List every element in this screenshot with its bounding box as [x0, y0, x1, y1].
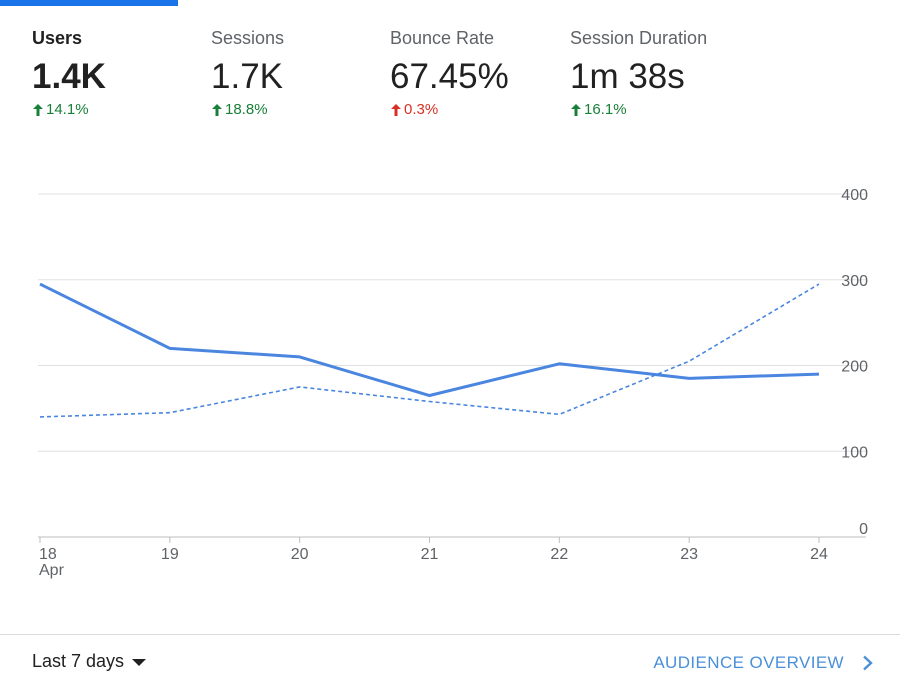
metric-label: Bounce Rate: [390, 28, 509, 49]
y-tick-label: 0: [859, 521, 868, 538]
metrics-row: Users 1.4K 14.1% Sessions 1.7K 18.8% Bou…: [0, 28, 900, 138]
metric-label: Session Duration: [570, 28, 707, 49]
metric-change-value: 16.1%: [584, 101, 627, 118]
chart-svg: 400 300 200 100 0 18 19 20 21 22 23 24 Apr: [0, 180, 900, 600]
x-tick-label: 20: [291, 546, 309, 563]
active-tab-indicator: [0, 0, 178, 6]
arrow-icon: [211, 103, 223, 117]
metric-change-value: 14.1%: [46, 101, 89, 118]
y-tick-label: 300: [841, 273, 868, 290]
y-tick-label: 400: [841, 187, 868, 204]
caret-down-icon: [132, 659, 146, 666]
metric-label: Users: [32, 28, 106, 49]
metric-value: 1.7K: [211, 57, 284, 97]
metric-value: 1m 38s: [570, 57, 707, 97]
series-line-current: [40, 284, 819, 395]
line-chart: 400 300 200 100 0 18 19 20 21 22 23 24 Apr: [0, 180, 900, 600]
x-tick-sublabel: Apr: [39, 562, 65, 579]
metric-change-value: 18.8%: [225, 101, 268, 118]
date-range-dropdown[interactable]: Last 7 days: [32, 651, 146, 672]
y-tick-label: 200: [841, 359, 868, 376]
metric-change: 16.1%: [570, 101, 707, 118]
date-range-label: Last 7 days: [32, 651, 124, 672]
arrow-icon: [390, 103, 402, 117]
metric-value: 67.45%: [390, 57, 509, 97]
metric-value: 1.4K: [32, 57, 106, 97]
x-tick-label: 19: [161, 546, 179, 563]
metric-bounce-rate[interactable]: Bounce Rate 67.45% 0.3%: [390, 28, 509, 118]
audience-overview-label: AUDIENCE OVERVIEW: [653, 653, 844, 673]
chevron-right-icon: [862, 655, 874, 671]
x-tick-label: 22: [550, 546, 568, 563]
metric-label: Sessions: [211, 28, 284, 49]
x-tick-label: 21: [421, 546, 439, 563]
metric-change: 14.1%: [32, 101, 106, 118]
metric-sessions[interactable]: Sessions 1.7K 18.8%: [211, 28, 284, 118]
x-tick-label: 23: [680, 546, 698, 563]
x-tick-label: 18: [39, 546, 57, 563]
metric-change-value: 0.3%: [404, 101, 438, 118]
series-line-previous: [40, 284, 819, 417]
arrow-icon: [32, 103, 44, 117]
card-footer: Last 7 days AUDIENCE OVERVIEW: [0, 634, 900, 690]
x-tick-label: 24: [810, 546, 828, 563]
y-tick-label: 100: [841, 444, 868, 461]
metric-session-duration[interactable]: Session Duration 1m 38s 16.1%: [570, 28, 707, 118]
audience-overview-link[interactable]: AUDIENCE OVERVIEW: [653, 653, 874, 673]
metric-users[interactable]: Users 1.4K 14.1%: [32, 28, 106, 118]
arrow-icon: [570, 103, 582, 117]
metric-change: 18.8%: [211, 101, 284, 118]
metric-change: 0.3%: [390, 101, 509, 118]
